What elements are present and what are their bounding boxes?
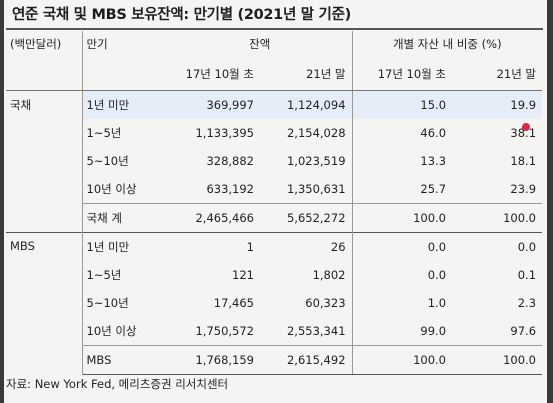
share-2021-cell: 18.1 xyxy=(510,154,537,168)
balance-2021-cell: 5,652,272 xyxy=(260,203,353,233)
share-2017-cell: 13.3 xyxy=(351,147,453,175)
share-2017-cell: 25.7 xyxy=(351,175,453,204)
share-2021-cell: 100.0 xyxy=(452,345,543,375)
balance-2021-cell: 2,553,341 xyxy=(286,324,346,338)
share-2021-cell: 23.9 xyxy=(510,182,537,196)
header-row-2: 17년 10월 초 21년 말 17년 10월 초 21년 말 xyxy=(6,57,543,91)
window-border-right xyxy=(547,0,553,403)
balance-2017-cell: 1,133,395 xyxy=(195,126,254,140)
balance-2021-cell: 1,802 xyxy=(312,268,346,282)
header-row-1: (백만달러) 만기 잔액 개별 자산 내 비중 (%) xyxy=(6,31,543,57)
share-2021-cell: 19.9 xyxy=(452,90,543,119)
maturity-cell: 국채 계 xyxy=(82,203,168,233)
balance-2021-cell: 2,615,492 xyxy=(260,345,353,375)
share-2021-cell: 97.6 xyxy=(510,324,537,338)
col-2021-header: 21년 말 xyxy=(260,57,353,91)
share-2017-cell: 46.0 xyxy=(351,119,453,147)
subtotal-row: MBS 1,768,159 2,615,492 100.0 100.0 xyxy=(6,345,543,375)
share-header: 개별 자산 내 비중 (%) xyxy=(351,31,543,57)
col-share-2021-header: 21년 말 xyxy=(452,57,543,91)
balance-2021-cell: 60,323 xyxy=(305,296,346,310)
maturity-cell: 5~10년 xyxy=(86,296,129,310)
maturity-cell: 10년 이상 xyxy=(86,182,137,196)
header-blank xyxy=(6,57,83,91)
holdings-table: (백만달러) 만기 잔액 개별 자산 내 비중 (%) 17년 10월 초 21… xyxy=(6,31,543,375)
header-blank xyxy=(82,57,168,91)
balance-header: 잔액 xyxy=(249,37,271,51)
table-row: 5~10년 328,882 1,023,519 13.3 18.1 xyxy=(6,147,542,175)
share-2021-cell: 2.3 xyxy=(517,296,537,310)
col-2017-header: 17년 10월 초 xyxy=(168,57,260,91)
maturity-cell: MBS xyxy=(82,345,168,375)
share-2017-cell: 100.0 xyxy=(351,203,453,233)
window-border-left xyxy=(0,0,4,403)
table-row: 10년 이상 1,750,572 2,553,341 99.0 97.6 xyxy=(6,317,542,346)
share-2017-cell: 100.0 xyxy=(351,345,453,375)
group-label-treasury: 국채 xyxy=(6,90,83,233)
balance-2017-cell: 633,192 xyxy=(206,182,254,196)
balance-2017-cell: 1,750,572 xyxy=(195,324,254,338)
table-row: 1~5년 121 1,802 0.0 0.1 xyxy=(6,261,542,289)
balance-2021-cell: 2,154,028 xyxy=(286,126,346,140)
maturity-cell: 10년 이상 xyxy=(86,324,137,338)
unit-label: (백만달러) xyxy=(6,31,83,57)
maturity-cell: 1년 미만 xyxy=(82,232,168,261)
group-label-mbs: MBS xyxy=(6,232,83,375)
share-2021-cell: 0.1 xyxy=(517,268,537,282)
share-2021-cell: 0.0 xyxy=(452,232,543,261)
balance-2021-cell: 1,124,094 xyxy=(260,90,353,119)
share-2021-cell: 100.0 xyxy=(452,203,543,233)
balance-2017-cell: 328,882 xyxy=(206,154,254,168)
share-2017-cell: 0.0 xyxy=(351,232,453,261)
cursor-dot-icon xyxy=(522,123,530,131)
balance-2017-cell: 2,465,466 xyxy=(168,203,260,233)
share-2017-cell: 1.0 xyxy=(351,289,453,317)
table-row: 1~5년 1,133,395 2,154,028 46.0 38.1 xyxy=(6,119,542,147)
balance-2017-cell: 1,768,159 xyxy=(168,345,260,375)
page-title: 연준 국채 및 MBS 보유잔액: 만기별 (2021년 말 기준) xyxy=(12,7,351,23)
table-row: 5~10년 17,465 60,323 1.0 2.3 xyxy=(6,289,542,317)
col-share-2017-header: 17년 10월 초 xyxy=(351,57,453,91)
balance-2021-cell: 1,350,631 xyxy=(286,182,346,196)
title-divider xyxy=(6,28,543,30)
share-2021-cell: 38.1 xyxy=(510,126,537,140)
balance-2017-cell: 369,997 xyxy=(168,90,260,119)
source-note: 자료: New York Fed, 메리츠증권 리서치센터 xyxy=(6,377,229,391)
subtotal-row: 국채 계 2,465,466 5,652,272 100.0 100.0 xyxy=(6,203,543,233)
cursor-pointer xyxy=(522,116,530,135)
maturity-header: 만기 xyxy=(86,37,108,51)
maturity-cell: 1~5년 xyxy=(86,126,122,140)
balance-2021-cell: 26 xyxy=(260,232,353,261)
maturity-cell: 1년 미만 xyxy=(82,90,168,119)
share-2017-cell: 15.0 xyxy=(351,90,453,119)
balance-2021-cell: 1,023,519 xyxy=(286,154,346,168)
table-row: 10년 이상 633,192 1,350,631 25.7 23.9 xyxy=(6,175,542,204)
share-2017-cell: 99.0 xyxy=(351,317,453,346)
table-row: 국채 1년 미만 369,997 1,124,094 15.0 19.9 xyxy=(6,90,543,233)
table-row: MBS 1년 미만 1 26 0.0 0.0 xyxy=(6,232,543,375)
maturity-cell: 5~10년 xyxy=(86,154,129,168)
share-2017-cell: 0.0 xyxy=(351,261,453,289)
maturity-cell: 1~5년 xyxy=(86,268,122,282)
balance-2017-cell: 1 xyxy=(168,232,260,261)
balance-2017-cell: 17,465 xyxy=(213,296,254,310)
balance-2017-cell: 121 xyxy=(232,268,254,282)
